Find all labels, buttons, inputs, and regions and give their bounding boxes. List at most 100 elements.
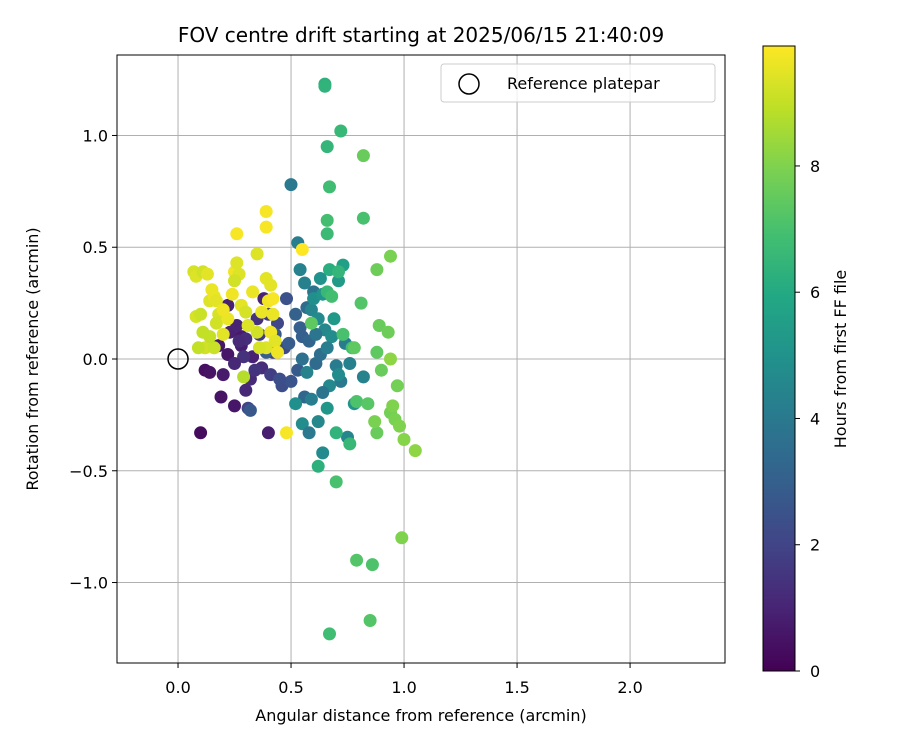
x-tick-label: 0.0 [165, 678, 190, 697]
data-point [241, 319, 255, 332]
data-point [273, 372, 287, 386]
data-point [329, 426, 343, 440]
legend-label: Reference platepar [507, 74, 660, 93]
data-point [295, 243, 309, 256]
data-point [225, 287, 239, 301]
data-points [187, 77, 422, 641]
y-axis-ticks: −1.0 −0.5 0.0 0.5 1.0 [69, 126, 117, 593]
data-point [311, 415, 325, 429]
data-point [266, 292, 280, 306]
plot-area [116, 54, 726, 664]
data-point [259, 220, 273, 234]
data-point [216, 327, 230, 341]
x-tick-label: 1.0 [391, 678, 416, 697]
data-point [250, 247, 264, 261]
data-point [209, 316, 223, 330]
data-point [246, 285, 260, 299]
data-point [393, 419, 406, 433]
data-point [329, 475, 343, 489]
data-point [365, 558, 379, 572]
data-point [363, 614, 377, 627]
data-point [325, 289, 339, 303]
data-point [304, 316, 318, 330]
data-point [332, 368, 345, 382]
data-point [284, 374, 298, 388]
data-point [350, 553, 364, 567]
data-point [246, 350, 260, 364]
data-point [320, 213, 334, 227]
data-point [280, 292, 293, 306]
data-point [271, 345, 284, 359]
data-point [334, 124, 348, 138]
data-point [318, 79, 332, 93]
data-point [282, 336, 296, 350]
data-point [323, 180, 336, 194]
data-point [343, 357, 357, 370]
data-point [191, 341, 205, 355]
data-point [237, 350, 251, 364]
data-point [356, 370, 370, 384]
data-point [325, 330, 339, 344]
data-point [354, 296, 368, 310]
data-point [216, 303, 230, 317]
data-point [302, 426, 316, 440]
data-point [239, 305, 253, 319]
data-point [295, 352, 309, 366]
data-point [259, 205, 273, 218]
data-point [350, 395, 364, 408]
data-point [261, 426, 275, 440]
reference-marker-layer [167, 348, 189, 370]
y-axis-label: Rotation from reference (arcmin) [23, 227, 42, 490]
data-point [370, 345, 384, 359]
data-point [356, 211, 370, 225]
data-point [332, 274, 345, 288]
data-point [228, 399, 241, 413]
colorbar: 0 2 4 6 8 Hours from first FF file [762, 45, 850, 681]
data-point [370, 426, 384, 440]
data-point [284, 178, 298, 192]
data-point [255, 305, 269, 319]
data-point [372, 319, 386, 332]
data-point [203, 365, 217, 379]
data-point [266, 307, 280, 321]
y-tick-label: −0.5 [69, 462, 108, 481]
data-point [248, 363, 262, 377]
data-point [374, 363, 388, 377]
x-tick-label: 2.0 [617, 678, 642, 697]
colorbar-ticks: 0 2 4 6 8 [795, 157, 820, 681]
colorbar-label: Hours from first FF file [831, 270, 850, 449]
y-grid [117, 134, 725, 584]
x-tick-label: 1.5 [504, 678, 529, 697]
data-point [332, 265, 345, 279]
data-point [239, 383, 253, 397]
data-point [381, 325, 395, 339]
data-point [268, 334, 282, 348]
reference-platepar-marker [167, 348, 189, 370]
x-axis-ticks: 0.0 0.5 1.0 1.5 2.0 [165, 663, 643, 697]
data-point [237, 370, 251, 384]
data-point [221, 348, 235, 361]
data-point [397, 433, 411, 446]
data-point [300, 365, 314, 379]
chart-title: FOV centre drift starting at 2025/06/15 … [178, 23, 664, 47]
data-point [293, 263, 307, 277]
colorbar-tick-label: 0 [810, 662, 820, 681]
colorbar-tick-label: 2 [810, 536, 820, 555]
data-point [368, 415, 382, 429]
data-point [408, 444, 422, 458]
data-point [304, 392, 318, 406]
data-point [336, 327, 350, 341]
data-point [280, 426, 293, 440]
data-point [216, 368, 230, 382]
data-point [311, 459, 325, 473]
data-point [384, 352, 397, 366]
data-point [386, 399, 400, 413]
data-point [320, 227, 334, 241]
data-point [289, 397, 303, 411]
data-point [320, 401, 334, 415]
data-point [323, 627, 336, 641]
data-point [230, 227, 244, 241]
data-point [309, 327, 323, 341]
legend-marker-open-circle [458, 73, 480, 95]
